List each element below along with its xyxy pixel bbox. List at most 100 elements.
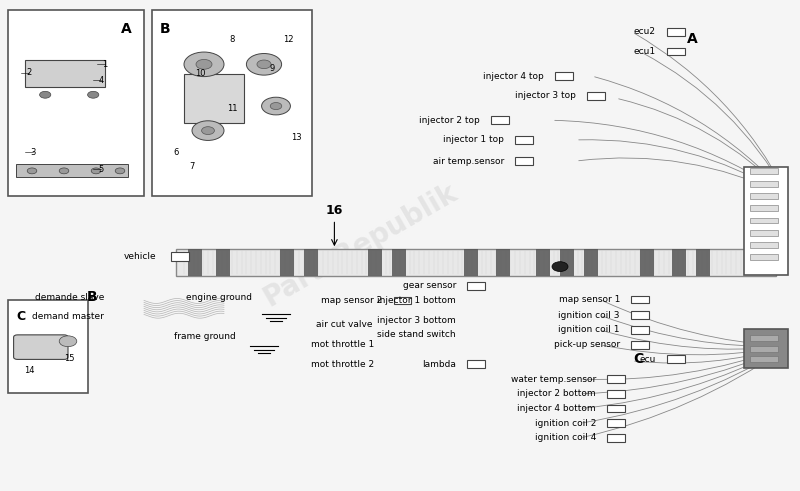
Bar	[750, 356, 778, 362]
Bar	[16, 164, 128, 177]
Text: ignition coil 4: ignition coil 4	[534, 434, 596, 442]
Text: demand master: demand master	[32, 312, 104, 321]
Circle shape	[40, 91, 51, 98]
Text: B: B	[160, 22, 170, 36]
Text: 11: 11	[226, 104, 238, 112]
Circle shape	[59, 168, 69, 174]
Circle shape	[202, 127, 214, 135]
Text: pick-up sensor: pick-up sensor	[554, 340, 620, 349]
Text: C: C	[16, 310, 25, 323]
Bar	[188, 249, 202, 276]
Text: map sensor 2: map sensor 2	[321, 296, 382, 305]
Circle shape	[27, 168, 37, 174]
Bar	[152, 10, 312, 196]
Bar	[744, 329, 788, 368]
Text: ecu: ecu	[640, 355, 656, 364]
FancyBboxPatch shape	[631, 341, 649, 349]
Text: A: A	[686, 32, 698, 46]
Circle shape	[270, 103, 282, 109]
Text: injector 1 bottom: injector 1 bottom	[378, 296, 456, 305]
Circle shape	[192, 121, 224, 140]
FancyBboxPatch shape	[667, 48, 685, 55]
Bar	[750, 230, 778, 236]
Text: injector 4 bottom: injector 4 bottom	[518, 404, 596, 413]
Text: B: B	[86, 290, 98, 304]
FancyBboxPatch shape	[171, 252, 189, 261]
Text: side stand switch: side stand switch	[378, 330, 456, 339]
Text: 6: 6	[174, 148, 178, 157]
Bar	[280, 249, 294, 276]
FancyBboxPatch shape	[631, 311, 649, 319]
Bar	[536, 249, 550, 276]
Circle shape	[257, 60, 271, 69]
Bar	[464, 249, 478, 276]
Text: 9: 9	[270, 64, 274, 73]
Text: ecu2: ecu2	[634, 27, 656, 36]
Text: injector 1 top: injector 1 top	[443, 136, 504, 144]
Bar	[750, 242, 778, 248]
Text: A: A	[122, 22, 132, 36]
FancyBboxPatch shape	[607, 434, 625, 442]
Text: injector 3 bottom: injector 3 bottom	[378, 316, 456, 325]
Bar	[750, 168, 778, 174]
Bar	[750, 205, 778, 211]
Bar	[744, 167, 788, 275]
FancyBboxPatch shape	[491, 116, 509, 124]
Bar	[496, 249, 510, 276]
Text: frame ground: frame ground	[174, 332, 236, 341]
Text: 13: 13	[290, 133, 302, 142]
Text: injector 4 top: injector 4 top	[483, 72, 544, 81]
Text: demande slave: demande slave	[34, 293, 104, 301]
FancyBboxPatch shape	[467, 360, 485, 368]
FancyBboxPatch shape	[587, 92, 605, 100]
Text: 1: 1	[102, 60, 108, 69]
Bar	[26, 60, 106, 87]
FancyBboxPatch shape	[607, 375, 625, 383]
Circle shape	[115, 168, 125, 174]
FancyBboxPatch shape	[667, 355, 685, 363]
FancyBboxPatch shape	[607, 390, 625, 398]
FancyBboxPatch shape	[607, 405, 625, 412]
Text: mot throttle 2: mot throttle 2	[311, 360, 374, 369]
Text: ecu1: ecu1	[634, 47, 656, 56]
Text: injector 2 top: injector 2 top	[419, 116, 480, 125]
Text: PartsRepublik: PartsRepublik	[258, 179, 462, 312]
Bar	[750, 335, 778, 341]
Text: map sensor 1: map sensor 1	[558, 295, 620, 304]
Bar	[176, 249, 776, 276]
Text: 10: 10	[194, 69, 206, 78]
Text: 2: 2	[26, 68, 32, 77]
Text: injector 3 top: injector 3 top	[515, 91, 576, 100]
Text: 4: 4	[98, 76, 104, 84]
Bar	[750, 254, 778, 260]
Text: ignition coil 3: ignition coil 3	[558, 311, 620, 320]
Bar	[750, 218, 778, 223]
Text: engine ground: engine ground	[186, 293, 252, 301]
Circle shape	[552, 262, 568, 272]
Text: 8: 8	[230, 35, 234, 44]
Bar	[216, 249, 230, 276]
Text: lambda: lambda	[422, 360, 456, 369]
Circle shape	[184, 52, 224, 77]
FancyBboxPatch shape	[467, 282, 485, 290]
FancyBboxPatch shape	[14, 335, 68, 359]
Circle shape	[88, 91, 99, 98]
Bar	[750, 346, 778, 352]
Text: ignition coil 1: ignition coil 1	[558, 326, 620, 334]
Text: gear sensor: gear sensor	[402, 281, 456, 290]
Bar	[696, 249, 710, 276]
FancyBboxPatch shape	[667, 28, 685, 36]
Text: air cut valve: air cut valve	[316, 320, 373, 328]
FancyBboxPatch shape	[555, 72, 573, 80]
Bar	[750, 193, 778, 199]
Circle shape	[59, 336, 77, 347]
Text: ignition coil 2: ignition coil 2	[534, 419, 596, 428]
FancyBboxPatch shape	[515, 157, 533, 165]
Bar	[304, 249, 318, 276]
Bar	[672, 249, 686, 276]
Text: vehicle: vehicle	[123, 252, 156, 261]
FancyBboxPatch shape	[515, 136, 533, 144]
FancyBboxPatch shape	[607, 419, 625, 427]
Text: air temp.sensor: air temp.sensor	[433, 157, 504, 165]
Text: 7: 7	[190, 163, 194, 171]
